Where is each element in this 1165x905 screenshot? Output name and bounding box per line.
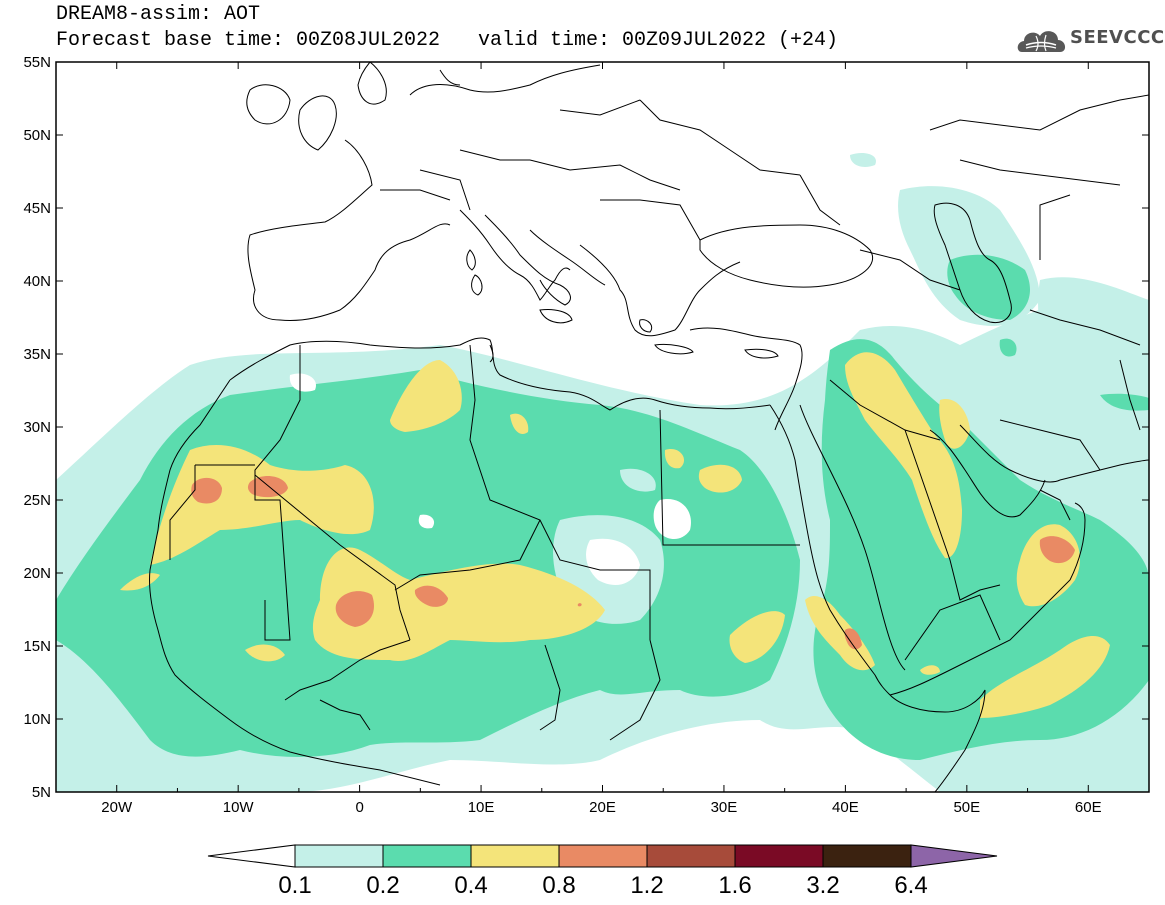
colorbar-swatch xyxy=(470,844,560,868)
lat-tick-label: 15N xyxy=(23,638,51,655)
lon-tick-label: 10W xyxy=(223,799,255,816)
aot-contour-0.4 xyxy=(120,352,1110,718)
lat-tick-label: 50N xyxy=(23,127,51,144)
map-title: DREAM8-assim: AOT xyxy=(56,3,261,26)
colorbar-swatch xyxy=(558,844,648,868)
colorbar-under-triangle xyxy=(207,844,296,868)
colorbar-label: 0.2 xyxy=(366,872,399,899)
lat-tick-label: 20N xyxy=(23,565,51,582)
longitude-axis: 20W 10W 0 10E 20E 30E 40E 50E 60E xyxy=(55,62,1150,816)
valid-time: valid time: 00Z09JUL2022 (+24) xyxy=(478,29,839,52)
colorbar-label: 1.2 xyxy=(630,872,663,899)
colorbar-swatch xyxy=(646,844,736,868)
lon-tick-label: 30E xyxy=(711,799,738,816)
forecast-base-time: Forecast base time: 00Z08JUL2022 xyxy=(56,29,441,52)
aot-colorbar: 0.1 0.2 0.4 0.8 1.2 1.6 3.2 6.4 xyxy=(207,844,998,899)
colorbar-swatch xyxy=(294,844,384,868)
lat-tick-label: 45N xyxy=(23,200,51,217)
colorbar-label: 3.2 xyxy=(806,872,839,899)
lon-tick-label: 0 xyxy=(355,799,363,816)
seevccc-logo-icon xyxy=(1017,31,1066,52)
lon-tick-label: 20E xyxy=(589,799,616,816)
lat-tick-label: 10N xyxy=(23,711,51,728)
aot-field xyxy=(56,153,1149,792)
logo-text: SEEVCCC xyxy=(1070,27,1165,48)
aot-clear-areas xyxy=(289,373,691,585)
lat-tick-label: 55N xyxy=(23,54,51,71)
lon-tick-label: 50E xyxy=(953,799,980,816)
latitude-axis: 55N 50N 45N 40N 35N 30N 25N 20N 15N 10N 5N xyxy=(23,54,1149,801)
colorbar-swatch xyxy=(382,844,472,868)
lat-tick-label: 40N xyxy=(23,273,51,290)
colorbar-label: 0.8 xyxy=(542,872,575,899)
colorbar-label: 0.4 xyxy=(454,872,487,899)
lat-tick-label: 35N xyxy=(23,346,51,363)
lon-tick-label: 10E xyxy=(468,799,495,816)
colorbar-label: 0.1 xyxy=(278,872,311,899)
colorbar-swatch xyxy=(822,844,912,868)
aot-contour-0.8 xyxy=(191,476,1075,650)
colorbar-label: 6.4 xyxy=(894,872,927,899)
colorbar-label: 1.6 xyxy=(718,872,751,899)
lat-tick-label: 5N xyxy=(32,784,51,801)
lon-tick-label: 20W xyxy=(101,799,133,816)
coastlines-borders xyxy=(149,62,1149,792)
lon-tick-label: 40E xyxy=(832,799,859,816)
lat-tick-label: 30N xyxy=(23,419,51,436)
lon-tick-label: 60E xyxy=(1075,799,1102,816)
lat-tick-label: 25N xyxy=(23,492,51,509)
colorbar-over-triangle xyxy=(910,844,998,868)
colorbar-swatch xyxy=(734,844,824,868)
